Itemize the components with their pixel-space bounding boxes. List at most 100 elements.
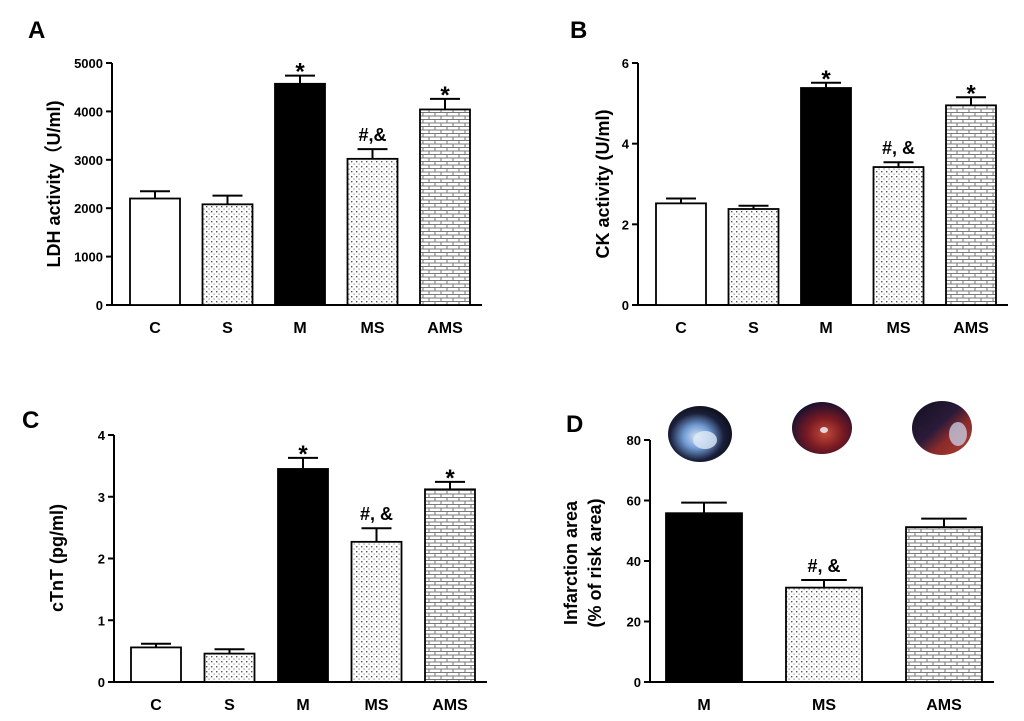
y-tick-label-d-4: 80 <box>627 433 641 448</box>
y-tick-label-b-1: 2 <box>622 217 629 232</box>
error-bar-b-c <box>666 197 696 204</box>
y-axis-label-a: LDH activity（U/ml) <box>44 100 64 267</box>
category-label-d-ms: MS <box>812 697 836 714</box>
error-bar-b-m <box>811 81 841 89</box>
y-tick-label-c-1: 1 <box>98 613 105 628</box>
bar-b-s <box>727 208 780 306</box>
error-bar-a-c <box>140 190 170 199</box>
annotation-b-m: * <box>821 66 831 93</box>
error-bar-b-ams <box>956 96 986 106</box>
y-tick-label-b-2: 4 <box>622 137 630 152</box>
category-label-b-s: S <box>748 320 759 337</box>
error-bar-b-s <box>738 204 769 210</box>
y-tick-label-d-1: 20 <box>627 615 641 630</box>
y-axis-label-c: cTnT (pg/ml) <box>47 504 67 612</box>
annotation-c-ams: * <box>445 465 455 492</box>
bar-a-s <box>201 203 254 306</box>
error-bar-c-ams <box>435 480 465 490</box>
annotation-d-ms: #, & <box>807 556 840 576</box>
y-tick-label-c-3: 3 <box>98 490 105 505</box>
category-label-a-s: S <box>222 320 233 337</box>
y-tick-label-a-2: 2000 <box>74 201 103 216</box>
annotation-a-ams: * <box>440 82 450 109</box>
panel-d: 0 20 40 60 80 Infarction area (% of risk area)… <box>561 433 994 714</box>
category-label-c-m: M <box>296 697 309 714</box>
annotation-c-ms: #, & <box>360 504 393 524</box>
bar-c-c <box>130 646 182 683</box>
category-label-c-s: S <box>224 697 235 714</box>
category-label-c-ms: MS <box>365 697 389 714</box>
error-bar-b-ms <box>883 161 914 168</box>
error-bar-c-ms <box>361 527 392 542</box>
error-bar-a-ms <box>357 148 388 159</box>
category-label-a-m: M <box>293 320 306 337</box>
panel-letter-d: D <box>566 411 583 438</box>
category-label-b-ms: MS <box>887 320 911 337</box>
panel-letter-b: B <box>570 17 587 44</box>
y-tick-label-a-5: 5000 <box>74 56 103 71</box>
bar-b-m <box>800 87 852 306</box>
heart-photo-m <box>668 406 732 462</box>
bar-a-m <box>274 82 326 306</box>
category-label-b-c: C <box>675 320 687 337</box>
error-bar-a-ams <box>430 97 460 110</box>
y-tick-label-c-4: 4 <box>98 428 106 443</box>
category-label-c-c: C <box>150 697 162 714</box>
panel-c: 0 1 2 3 4 cTnT (pg/ml) C S M * MS #, & AMS * <box>47 428 487 714</box>
y-axis-label2-d: (% of risk area) <box>585 498 605 627</box>
y-tick-label-c-2: 2 <box>98 552 105 567</box>
error-bar-d-m <box>681 501 727 514</box>
y-axis-label-b: CK activity (U/ml) <box>593 109 613 258</box>
bar-d-m <box>665 512 743 683</box>
y-tick-label-d-2: 40 <box>627 554 641 569</box>
error-bar-d-ams <box>921 517 967 528</box>
bar-c-ms <box>350 540 403 683</box>
heart-photo-ams <box>912 401 972 455</box>
bar-d-ams <box>905 526 983 683</box>
panel-letter-a: A <box>28 17 45 44</box>
y-axis-label-d: Infarction area <box>561 500 581 625</box>
y-tick-label-a-1: 1000 <box>74 250 103 265</box>
category-label-b-ams: AMS <box>953 320 989 337</box>
error-bar-c-c <box>141 642 171 648</box>
category-label-a-ams: AMS <box>427 320 463 337</box>
bar-b-ms <box>872 166 925 306</box>
error-bar-c-s <box>214 648 245 654</box>
category-label-c-ams: AMS <box>432 697 468 714</box>
category-label-b-m: M <box>819 320 832 337</box>
category-label-a-c: C <box>149 320 161 337</box>
error-bar-c-m <box>288 456 318 469</box>
y-tick-label-d-0: 0 <box>634 675 641 690</box>
y-tick-label-a-4: 4000 <box>74 104 103 119</box>
category-label-d-ams: AMS <box>926 697 962 714</box>
error-bar-d-ms <box>801 579 847 588</box>
annotation-a-m: * <box>295 59 305 86</box>
y-tick-label-a-3: 3000 <box>74 153 103 168</box>
panel-a: 0 1000 2000 3000 4000 5000 LDH activity（U/ml) C… <box>44 56 482 337</box>
y-tick-label-c-0: 0 <box>98 675 105 690</box>
annotation-c-m: * <box>298 441 308 468</box>
panel-b: 0 2 4 6 CK activity (U/ml) C S M * MS #, & AMS * <box>593 56 1008 337</box>
annotation-b-ms: #, & <box>882 138 915 158</box>
category-label-a-ms: MS <box>361 320 385 337</box>
bar-a-ms <box>346 157 399 306</box>
bar-d-ms <box>785 586 863 683</box>
annotation-a-ms: #,& <box>358 125 386 145</box>
bar-c-ams <box>424 488 476 683</box>
bar-a-ams <box>419 108 471 306</box>
y-tick-label-a-0: 0 <box>96 298 103 313</box>
category-label-d-m: M <box>697 697 710 714</box>
y-tick-label-b-0: 0 <box>622 298 629 313</box>
bar-a-c <box>129 197 181 306</box>
bar-b-ams <box>945 104 997 306</box>
error-bar-a-m <box>285 74 315 84</box>
bar-c-s <box>203 652 256 683</box>
heart-photo-ms <box>792 402 852 454</box>
error-bar-a-s <box>212 194 243 205</box>
bar-c-m <box>277 468 329 683</box>
annotation-b-ams: * <box>966 80 976 107</box>
bar-b-c <box>655 202 707 306</box>
y-tick-label-b-3: 6 <box>622 56 629 71</box>
y-tick-label-d-3: 60 <box>627 494 641 509</box>
